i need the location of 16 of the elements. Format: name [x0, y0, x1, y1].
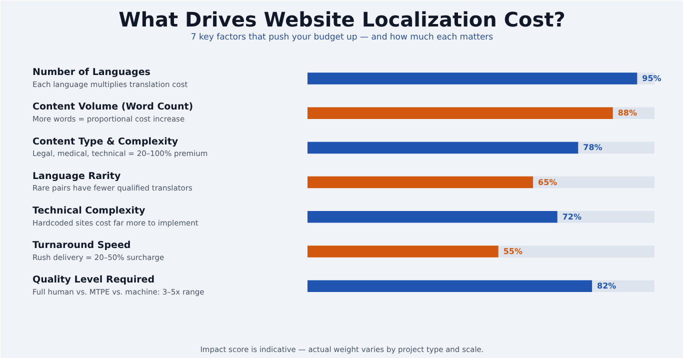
y-tick-label: Turnaround Speed [32, 240, 131, 252]
data-label: 65% [538, 178, 558, 187]
chart-subtitle: 7 key factors that push your budget up — and how much each matters [190, 32, 494, 42]
y-tick-label: Number of Languages [32, 67, 151, 78]
y-tick-label: Language Rarity [32, 170, 122, 182]
y-tick-label: Content Volume (Word Count) [32, 102, 194, 113]
y-tick-label: Technical Complexity [32, 206, 146, 217]
chart-title: What Drives Website Localization Cost? [118, 8, 566, 32]
y-tick-label: Content Type & Complexity [32, 136, 179, 148]
data-label: 55% [503, 247, 523, 256]
data-label: 88% [618, 108, 638, 118]
data-label: 82% [597, 282, 616, 291]
data-label: 78% [583, 143, 602, 152]
data-label: 95% [642, 74, 662, 83]
data-label: 72% [562, 212, 582, 222]
y-tick-label: Quality Level Required [32, 274, 155, 286]
